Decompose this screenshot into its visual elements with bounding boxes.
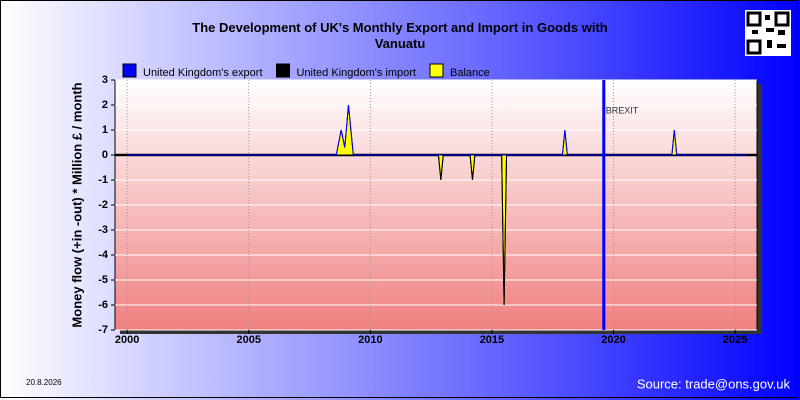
chart-title: The Development of UK's Monthly Export a… (192, 20, 608, 51)
x-tick-label: 2015 (480, 334, 504, 346)
annotation: BREXIT (606, 105, 639, 115)
y-tick-label: -2 (98, 199, 108, 211)
y-tick-label: -5 (98, 274, 108, 286)
legend-label: Balance (450, 67, 490, 79)
y-tick-label: -4 (98, 249, 109, 261)
legend-swatch (122, 63, 137, 78)
series-line (127, 104, 748, 156)
x-tick-label: 2025 (723, 334, 747, 346)
y-tick-label: 3 (102, 74, 108, 86)
x-tick-label: 2000 (115, 334, 139, 346)
source: Source: trade@ons.gov.uk (637, 376, 791, 391)
y-tick-label: -3 (98, 224, 108, 236)
y-tick-label: 1 (102, 124, 108, 136)
y-tick-label: 0 (102, 149, 108, 161)
qr-code (745, 10, 791, 56)
y-tick-label: -1 (98, 174, 108, 186)
y-tick-label: -7 (98, 324, 108, 336)
date: 20.8.2026 (26, 378, 62, 387)
x-tick-label: 2010 (358, 334, 382, 346)
x-tick-label: 2005 (237, 334, 261, 346)
x-tick-label: 2020 (601, 334, 625, 346)
legend-label: United Kingdom's import (297, 67, 417, 79)
y-tick-label: -6 (98, 299, 108, 311)
legend-label: United Kingdom's export (143, 67, 263, 79)
legend-swatch (429, 63, 444, 78)
y-tick-label: 2 (102, 99, 108, 111)
y-axis-label: Money flow (+in -out) * Million £ / mont… (69, 82, 84, 327)
legend-swatch (276, 63, 290, 78)
